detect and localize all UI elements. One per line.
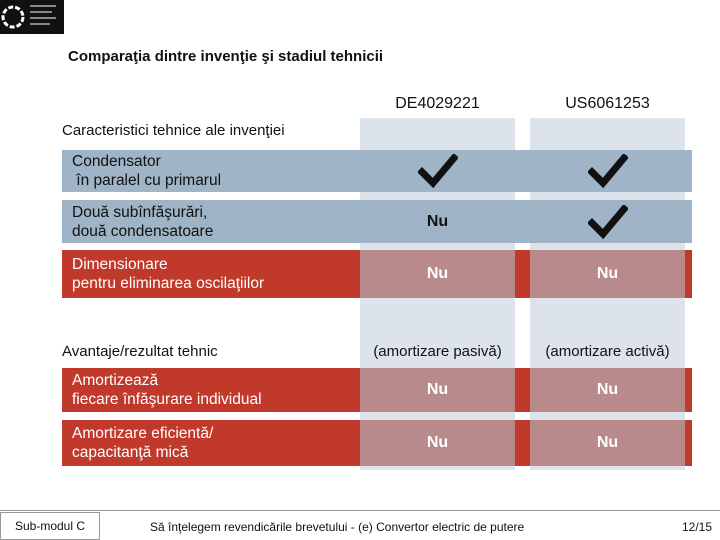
column-header: US6061253 bbox=[565, 95, 650, 112]
footer-left: Sub-modul C bbox=[0, 512, 100, 540]
row-band bbox=[62, 150, 692, 192]
column-header: DE4029221 bbox=[395, 95, 480, 112]
row-label-line: Amortizare eficientă/ bbox=[72, 425, 214, 442]
cell-value: Nu bbox=[426, 381, 449, 398]
cell-value: Nu bbox=[426, 212, 449, 230]
cell-value: Nu bbox=[426, 265, 449, 282]
row-label: Amortizare eficientă/capacitanţă mică bbox=[62, 420, 370, 466]
row-label: Condensator în paralel cu primarul bbox=[62, 150, 370, 192]
row-band bbox=[62, 200, 692, 243]
section-heading: Avantaje/rezultat tehnic bbox=[62, 343, 218, 360]
footer-page: 12/15 bbox=[681, 520, 712, 534]
row-label-line: în paralel cu primarul bbox=[72, 172, 222, 189]
row-label: Două subînfăşurări, două condensatoare bbox=[62, 200, 370, 243]
column-note: (amortizare pasivă) bbox=[373, 343, 502, 360]
row-label: Amortizează fiecare înfăşurare individual bbox=[62, 368, 370, 412]
section-heading: Caracteristici tehnice ale invenţiei bbox=[62, 122, 285, 139]
footer-center: Să înţelegem revendicările brevetului - … bbox=[150, 520, 525, 534]
cell-value: Nu bbox=[596, 265, 619, 282]
cell-bg bbox=[530, 250, 685, 298]
row-label-line: fiecare înfăşurare individual bbox=[72, 391, 262, 408]
footer-rule bbox=[0, 510, 720, 511]
cell-value: Nu bbox=[596, 381, 619, 398]
check-mark bbox=[588, 204, 628, 239]
column-note: (amortizare activă) bbox=[545, 343, 670, 360]
check-mark bbox=[588, 154, 628, 188]
row-label-line: Amortizează bbox=[72, 372, 159, 389]
row-label-line: două condensatoare bbox=[72, 222, 214, 240]
row-label-line: Dimensionare bbox=[72, 256, 168, 273]
logo bbox=[0, 0, 64, 34]
cell-value: Nu bbox=[596, 434, 619, 451]
row-label: Dimensionare pentru eliminarea oscilaţiil… bbox=[62, 250, 370, 298]
row-label-line: Două subînfăşurări, bbox=[72, 203, 208, 221]
cell-bg bbox=[360, 420, 515, 466]
row-label-line: pentru eliminarea oscilaţiilor bbox=[72, 275, 265, 292]
cell-bg bbox=[360, 368, 515, 412]
cell-bg bbox=[360, 250, 515, 298]
row-label-line: Condensator bbox=[72, 153, 161, 170]
cell-value: Nu bbox=[426, 434, 449, 451]
slide-title: Comparaţia dintre invenţie şi stadiul te… bbox=[68, 48, 384, 65]
cell-bg bbox=[530, 420, 685, 466]
row-label-line: capacitanţă mică bbox=[72, 444, 189, 461]
cell-bg bbox=[530, 368, 685, 412]
check-mark bbox=[418, 154, 458, 188]
